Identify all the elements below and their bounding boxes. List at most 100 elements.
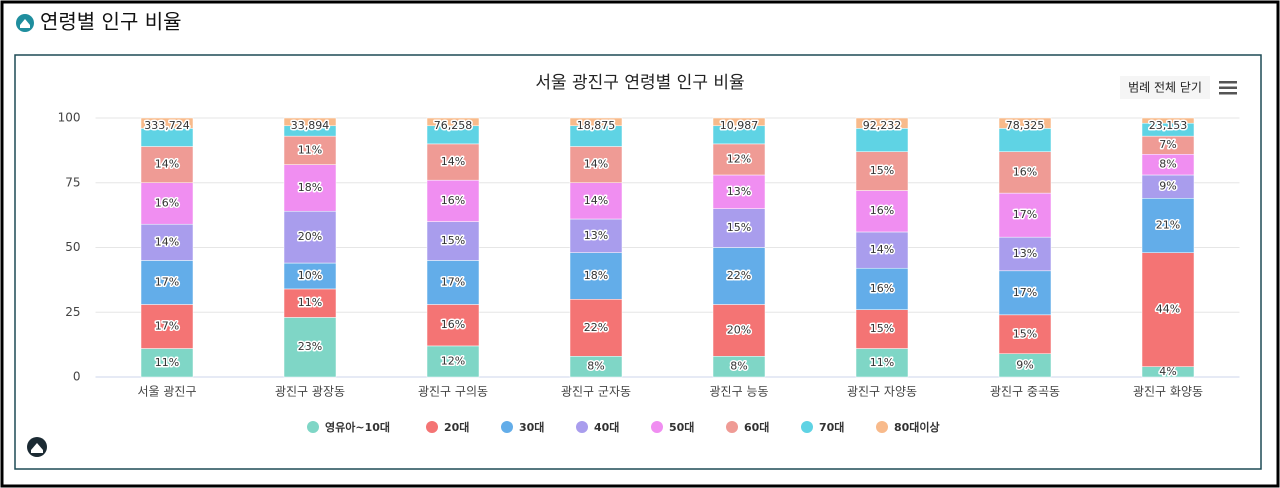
data-label: 4% — [1159, 365, 1176, 378]
bar-segment — [855, 267, 909, 310]
menu-bar[interactable] — [1219, 92, 1237, 95]
data-label: 12% — [727, 152, 751, 165]
data-label: 11% — [298, 143, 322, 156]
data-label: 15% — [441, 234, 465, 247]
data-label: 15% — [727, 221, 751, 234]
bar-segment — [855, 231, 909, 269]
bar-segment — [283, 317, 337, 378]
y-tick-label: 50 — [65, 240, 80, 254]
data-label: 13% — [1013, 247, 1037, 260]
x-tick-label: 광진구 군자동 — [561, 385, 631, 399]
bar-segment — [283, 262, 337, 290]
bar-segment — [1141, 198, 1195, 253]
data-label: 17% — [1013, 286, 1037, 299]
total-label: 333,724 — [144, 119, 190, 132]
data-label: 16% — [441, 318, 465, 331]
data-label: 18% — [584, 269, 608, 282]
bar-segment — [140, 182, 194, 225]
bar-segment — [998, 270, 1052, 316]
menu-bar[interactable] — [1219, 81, 1237, 84]
page-title: 연령별 인구 비율 — [40, 10, 182, 34]
corner-icon-glyph — [31, 443, 43, 453]
bar-segment — [855, 348, 909, 378]
home-icon-glyph — [20, 19, 30, 28]
bar-segment — [998, 314, 1052, 354]
total-label: 92,232 — [863, 119, 902, 132]
bar-segment — [855, 117, 909, 129]
legend-label: 30대 — [519, 420, 544, 434]
y-tick-label: 75 — [65, 175, 80, 189]
bar-segment — [569, 146, 623, 184]
legend-label: 40대 — [594, 420, 619, 434]
bar-segment — [283, 117, 337, 127]
menu-button[interactable] — [1219, 81, 1237, 95]
bar-segment — [426, 304, 480, 347]
data-label: 16% — [155, 196, 179, 209]
legend-swatch — [501, 421, 513, 433]
data-label: 12% — [441, 354, 465, 367]
data-label: 21% — [1156, 218, 1180, 231]
y-tick-label: 100 — [58, 111, 81, 125]
data-label: 16% — [441, 194, 465, 207]
data-label: 17% — [441, 275, 465, 288]
legend-label: 영유아~10대 — [325, 420, 390, 434]
data-label: 14% — [155, 235, 179, 248]
bar-segment — [140, 146, 194, 184]
legend-swatch — [726, 421, 738, 433]
bar-segment — [569, 182, 623, 220]
bar-segment — [1141, 117, 1195, 124]
bar-segment — [426, 345, 480, 378]
bar-segment — [855, 151, 909, 191]
legend-swatch — [801, 421, 813, 433]
data-label: 14% — [155, 158, 179, 171]
total-label: 33,894 — [291, 119, 330, 132]
data-label: 14% — [584, 194, 608, 207]
bar-segment — [855, 190, 909, 233]
legend-toggle-button[interactable] — [1120, 76, 1210, 99]
bar-segment — [569, 117, 623, 127]
data-label: 23% — [298, 340, 322, 353]
data-label: 17% — [155, 275, 179, 288]
data-label: 15% — [870, 164, 894, 177]
legend-swatch — [576, 421, 588, 433]
bar-segment — [283, 164, 337, 212]
bar-segment — [426, 221, 480, 261]
x-tick-label: 광진구 화양동 — [1133, 385, 1203, 399]
legend-toggle-label[interactable]: 범례 전체 닫기 — [1128, 81, 1202, 95]
data-label: 14% — [441, 155, 465, 168]
data-label: 17% — [1013, 208, 1037, 221]
bar-segment — [569, 299, 623, 357]
bar-segment — [998, 192, 1052, 238]
bar-segment — [140, 348, 194, 378]
data-label: 22% — [727, 269, 751, 282]
menu-bar[interactable] — [1219, 86, 1237, 90]
bar-segment — [140, 260, 194, 305]
legend-label: 20대 — [444, 420, 469, 434]
data-label: 16% — [870, 282, 894, 295]
bar-segment — [426, 117, 480, 127]
bar-segment — [426, 179, 480, 222]
data-label: 10% — [298, 269, 322, 282]
data-label: 44% — [1156, 303, 1180, 316]
legend-label: 70대 — [819, 420, 844, 434]
total-label: 78,325 — [1006, 119, 1045, 132]
data-label: 16% — [1013, 165, 1037, 178]
data-label: 22% — [584, 321, 608, 334]
data-label: 13% — [584, 229, 608, 242]
total-label: 10,987 — [720, 119, 759, 132]
chart-panel — [14, 54, 1262, 470]
bar-segment — [712, 174, 766, 209]
data-label: 14% — [870, 243, 894, 256]
x-tick-label: 광진구 중곡동 — [990, 385, 1060, 399]
x-tick-label: 광진구 능동 — [709, 385, 768, 399]
x-tick-label: 광진구 광장동 — [275, 385, 345, 399]
legend-swatch — [876, 421, 888, 433]
bar-segment — [426, 260, 480, 305]
y-tick-label: 0 — [73, 370, 81, 384]
bar-segment — [140, 117, 194, 129]
bar-segment — [1141, 252, 1195, 367]
legend-swatch — [307, 421, 319, 433]
data-label: 8% — [730, 360, 747, 373]
bar-segment — [283, 135, 337, 165]
bar-segment — [426, 143, 480, 181]
